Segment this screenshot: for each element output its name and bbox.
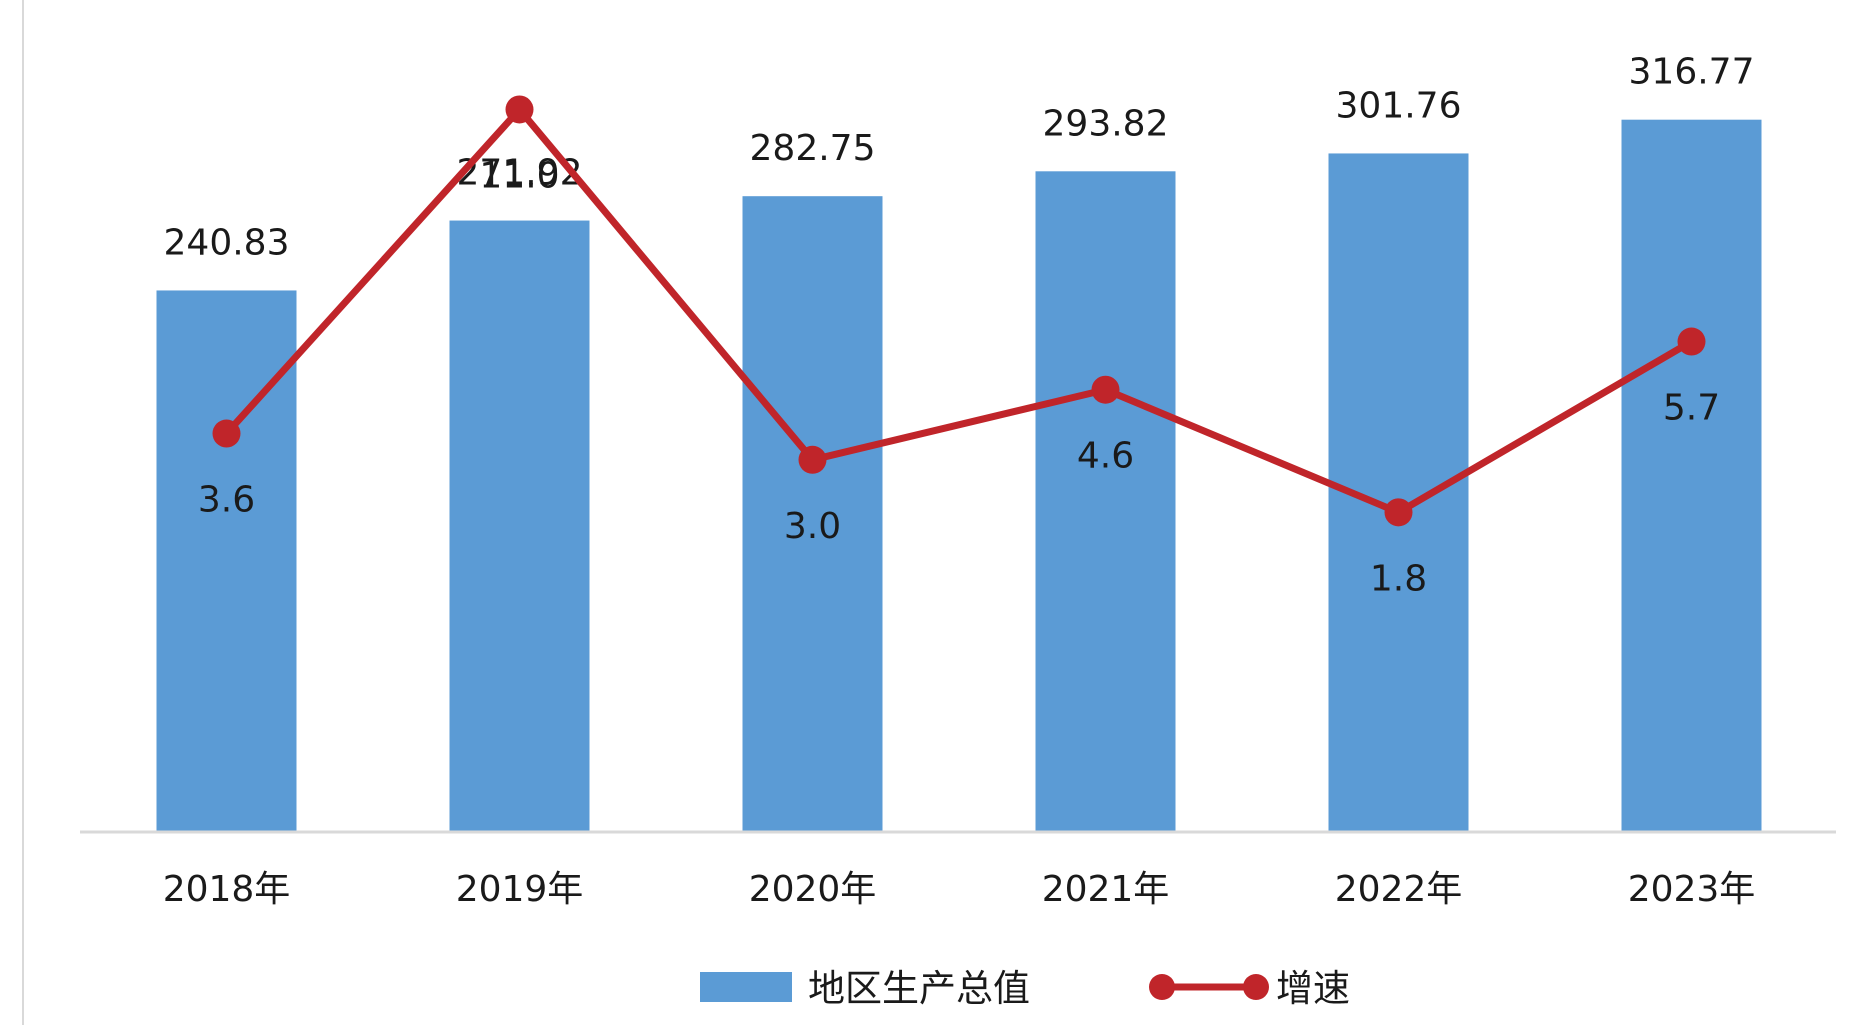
growth-value-label: 11.0 [479, 155, 559, 196]
x-tick-label: 2018年 [163, 869, 291, 910]
x-tick-label: 2021年 [1042, 869, 1170, 910]
bar-value-label: 240.83 [164, 222, 290, 263]
bar [1035, 171, 1176, 832]
x-tick-label: 2020年 [749, 869, 877, 910]
growth-value-labels: 3.6 11.0 3.0 4.6 1.8 5.7 [198, 155, 1720, 599]
x-tick-label: 2022年 [1335, 869, 1463, 910]
legend-line-label: 增速 [1276, 967, 1350, 1010]
bar [449, 220, 590, 832]
bar [156, 290, 297, 832]
bar-value-label: 293.82 [1043, 103, 1169, 144]
bar-value-label: 301.76 [1336, 85, 1462, 126]
growth-marker [505, 95, 534, 124]
bar-value-label: 282.75 [750, 128, 876, 169]
growth-marker [1091, 375, 1120, 404]
legend-line-marker [1149, 974, 1175, 1000]
bars-layer [156, 119, 1762, 833]
legend-line-marker [1243, 974, 1269, 1000]
legend-bar-label: 地区生产总值 [808, 967, 1030, 1010]
growth-value-label: 3.0 [784, 506, 841, 547]
growth-value-label: 5.7 [1663, 388, 1720, 429]
bar [1621, 119, 1762, 833]
growth-line [223, 105, 1694, 516]
growth-marker [1384, 498, 1413, 527]
bar-value-label: 316.77 [1629, 52, 1755, 93]
legend[interactable]: 地区生产总值 增速 [700, 967, 1350, 1010]
growth-line-layer [212, 95, 1706, 527]
growth-value-label: 3.6 [198, 480, 255, 521]
left-border [22, 0, 24, 1025]
growth-marker [212, 419, 241, 448]
growth-marker [1677, 327, 1706, 356]
growth-value-label: 1.8 [1370, 558, 1427, 599]
x-tick-label: 2019年 [456, 869, 584, 910]
bar [742, 196, 883, 833]
growth-value-label: 4.6 [1077, 436, 1134, 477]
legend-bar-swatch [700, 972, 792, 1002]
x-tick-labels: 2018年 2019年 2020年 2021年 2022年 2023年 [163, 869, 1756, 910]
x-tick-label: 2023年 [1628, 869, 1756, 910]
growth-marker [798, 445, 827, 474]
